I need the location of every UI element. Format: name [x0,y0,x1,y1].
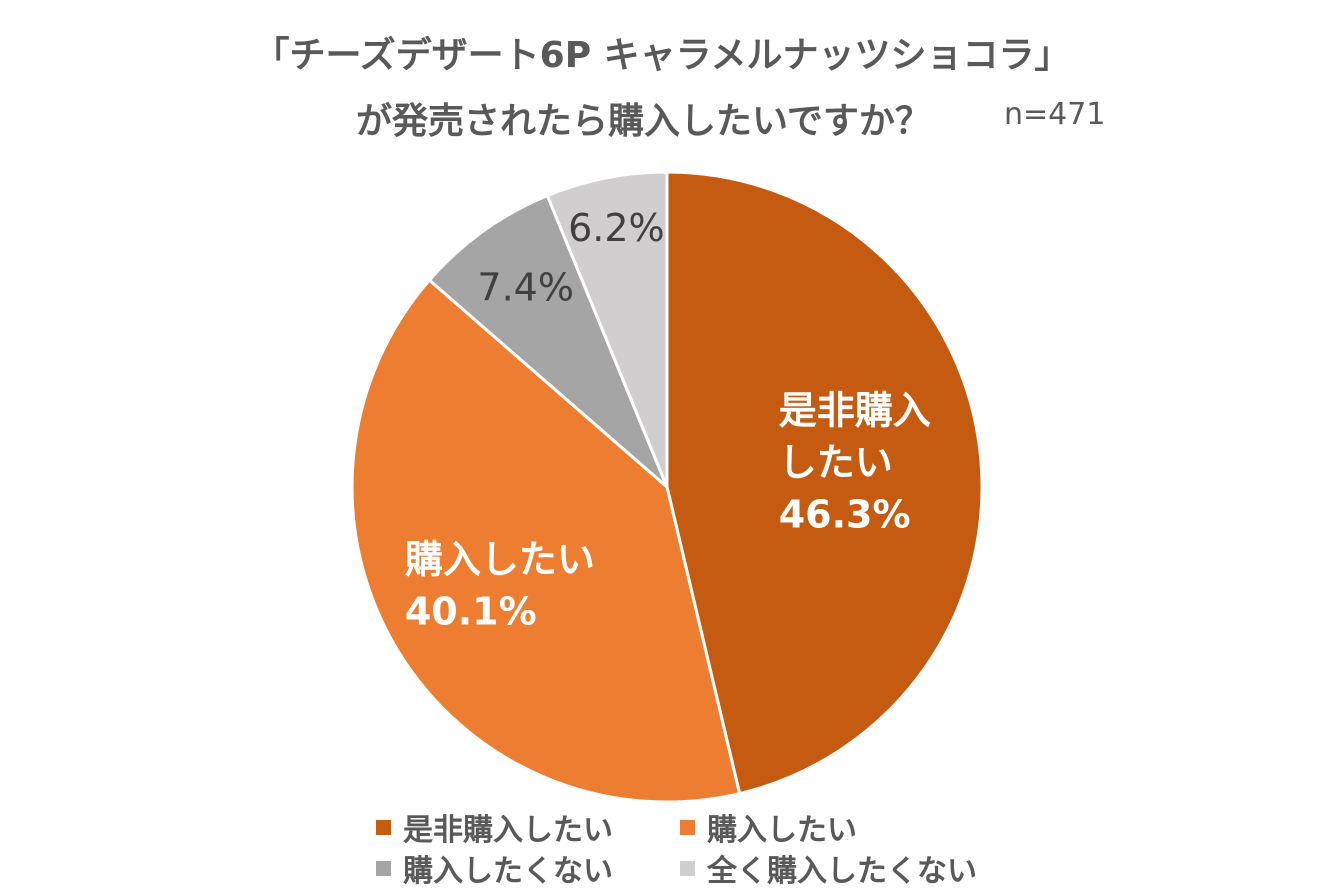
slice-category-label: したい [779,441,893,485]
chart-title-line1: 「チーズデザート6P キャラメルナッツショコラ」 [253,35,1071,76]
legend-item-strongly-want: 是非購入したい [376,805,613,849]
legend-swatch [376,819,391,835]
slice-label: 6.2% [568,206,665,250]
slice-value-label: 7.4% [477,265,574,309]
legend-label: 購入したくない [403,854,613,889]
legend-item-want: 購入したい [680,805,857,849]
legend-item-not-want: 購入したくない [376,846,613,890]
pie-data-labels: 是非購入したい 46.3% 購入したい 40.1% 7.4% 6.2% [405,206,931,634]
legend-swatch [680,860,695,876]
sample-size-label: n=471 [1004,97,1106,132]
slice-category-label: 是非購入 [779,389,931,433]
pie-slice [545,170,669,489]
pie-slice [665,170,984,796]
slice-label: 是非購入したい 46.3% [779,389,931,537]
chart-title-line2: が発売されたら購入したいですか？ [356,101,931,142]
legend-swatch [680,819,695,835]
legend-label: 全く購入したくない [707,854,977,889]
pie-slice [350,278,742,804]
slice-label: 7.4% [477,265,574,309]
pie-slices [350,170,984,804]
slice-category-label: 購入したい [405,537,595,581]
pie-slice [427,194,669,489]
slice-value-label: 6.2% [568,206,665,250]
legend-label: 購入したい [707,813,857,848]
legend-swatch [376,860,391,876]
slice-value-label: 46.3% [779,493,911,537]
slice-label: 購入したい 40.1% [405,537,595,633]
slice-value-label: 40.1% [405,589,537,633]
legend-label: 是非購入したい [403,813,613,848]
legend-item-not-want-at-all: 全く購入したくない [680,846,977,890]
